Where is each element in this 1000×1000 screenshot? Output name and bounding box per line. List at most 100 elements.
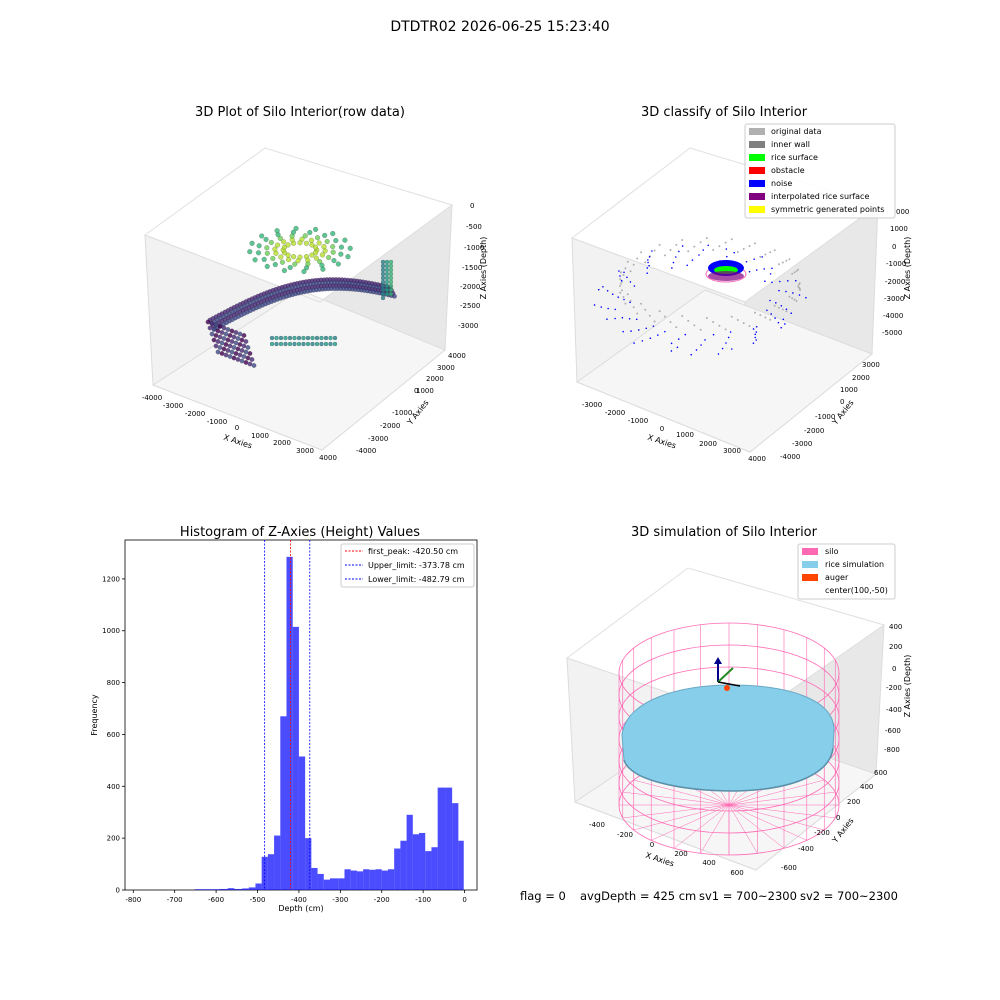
status-footer: flag = 0 avgDepth = 425 cm sv1 = 700~230… bbox=[520, 889, 898, 903]
classify-y-ticks: -4000 -3000 -2000 -1000 0 1000 2000 3000 bbox=[780, 361, 880, 461]
classify-point bbox=[702, 249, 705, 251]
classify-point bbox=[623, 271, 625, 274]
raw-point bbox=[315, 235, 321, 241]
classify-point bbox=[784, 323, 786, 325]
raw-point bbox=[287, 265, 293, 271]
hist-ytick-label: 1000 bbox=[102, 627, 120, 635]
raw-point bbox=[225, 327, 231, 332]
sim-xtick: 400 bbox=[702, 859, 715, 867]
classify-point bbox=[707, 244, 709, 247]
classify-point bbox=[777, 263, 780, 266]
classify-point bbox=[619, 271, 622, 274]
classify-xlabel: X Axies bbox=[646, 433, 677, 451]
status-sv1: sv1 = 700~2300 bbox=[699, 889, 797, 903]
raw-point bbox=[388, 259, 394, 265]
sim-ytick: -200 bbox=[814, 829, 830, 837]
classify-point bbox=[624, 302, 627, 305]
sim-x-ticks: -400 -200 0 200 400 600 bbox=[589, 821, 744, 877]
raw-point bbox=[384, 267, 390, 273]
raw-point bbox=[278, 254, 284, 260]
raw-xtick: -3000 bbox=[163, 402, 183, 410]
raw-ytick: 2000 bbox=[426, 375, 444, 383]
raw-point bbox=[281, 244, 287, 250]
raw-point bbox=[221, 325, 227, 331]
hist-bar bbox=[431, 847, 438, 890]
classify-point bbox=[619, 285, 621, 287]
raw-point bbox=[231, 334, 237, 340]
classify-point bbox=[788, 295, 791, 298]
raw-point bbox=[313, 255, 319, 261]
hist-xtick-label: -800 bbox=[125, 896, 141, 904]
raw-point bbox=[227, 343, 233, 349]
raw-point bbox=[293, 225, 299, 231]
raw-point bbox=[384, 283, 390, 289]
classify-legend: original data inner wall rice surface ob… bbox=[744, 123, 896, 219]
classify-point bbox=[645, 327, 648, 330]
raw-xtick: -4000 bbox=[142, 394, 162, 402]
raw-point bbox=[308, 237, 314, 243]
raw-point bbox=[287, 335, 293, 341]
sim-ztick: -800 bbox=[884, 746, 900, 754]
classify-point bbox=[727, 336, 730, 339]
raw-point bbox=[273, 250, 279, 256]
classify-point bbox=[763, 268, 766, 270]
hist-vlines bbox=[264, 540, 311, 890]
classify-point bbox=[700, 344, 702, 346]
hist-bar bbox=[387, 869, 395, 890]
hist-bar bbox=[219, 888, 228, 890]
raw-point bbox=[301, 269, 307, 275]
raw-point bbox=[338, 244, 344, 250]
classify-point bbox=[718, 245, 721, 248]
raw-point bbox=[304, 265, 310, 271]
hist-bar bbox=[419, 832, 426, 890]
classify-point bbox=[771, 267, 773, 270]
raw-point bbox=[233, 340, 239, 346]
raw-xtick: 2000 bbox=[273, 439, 291, 447]
classify-pane-floor bbox=[575, 289, 873, 453]
silo-floor-spoke bbox=[622, 791, 730, 806]
raw-point bbox=[213, 333, 219, 338]
silo-floor-spoke bbox=[673, 804, 730, 849]
raw-point bbox=[388, 283, 394, 289]
raw-point bbox=[274, 335, 279, 341]
hist-xlabel: Depth (cm) bbox=[278, 904, 323, 913]
raw-point bbox=[221, 336, 227, 341]
silo-floor-spoke bbox=[728, 804, 836, 819]
classify-ztick: -1000 bbox=[886, 260, 906, 268]
classify-point bbox=[754, 242, 756, 245]
raw-point bbox=[296, 335, 302, 341]
sim-ztick: -400 bbox=[886, 706, 902, 714]
classify-point bbox=[795, 300, 798, 303]
raw-ytick: -2000 bbox=[380, 422, 400, 430]
classify-point bbox=[632, 306, 635, 309]
classify-ytick: -3000 bbox=[792, 440, 812, 448]
classify-point bbox=[675, 326, 678, 329]
classify-point bbox=[614, 308, 617, 311]
legend-label: obstacle bbox=[771, 166, 805, 175]
classify-point bbox=[793, 271, 796, 274]
hist-ytick-label: 0 bbox=[116, 887, 120, 895]
classify-point bbox=[755, 331, 758, 333]
classify-point bbox=[769, 299, 771, 302]
raw-ztick: 0 bbox=[470, 202, 474, 210]
sim-center-axes bbox=[714, 657, 741, 691]
classify-point bbox=[641, 340, 644, 342]
legend-label: inner wall bbox=[771, 140, 810, 149]
hist-bar bbox=[369, 869, 376, 890]
raw-point bbox=[335, 261, 341, 267]
hist-y-ticks: 0 200 400 600 800 1000 1200 bbox=[102, 575, 125, 895]
silo-floor-spoke bbox=[651, 804, 730, 841]
rice-surface-edge bbox=[623, 747, 834, 792]
hist-bar bbox=[242, 888, 249, 890]
raw-point bbox=[217, 324, 223, 329]
classify-point bbox=[775, 302, 777, 304]
raw-point bbox=[219, 351, 225, 356]
classify-point bbox=[780, 326, 782, 329]
raw-x-ticks: -4000 -3000 -2000 -1000 0 1000 2000 3000… bbox=[142, 394, 337, 462]
raw-ztick: -2500 bbox=[460, 302, 480, 310]
hist-bar bbox=[311, 867, 318, 890]
classify-point bbox=[597, 288, 600, 291]
raw-point bbox=[223, 352, 229, 358]
classify-point bbox=[619, 291, 622, 294]
classify-point bbox=[742, 322, 745, 325]
